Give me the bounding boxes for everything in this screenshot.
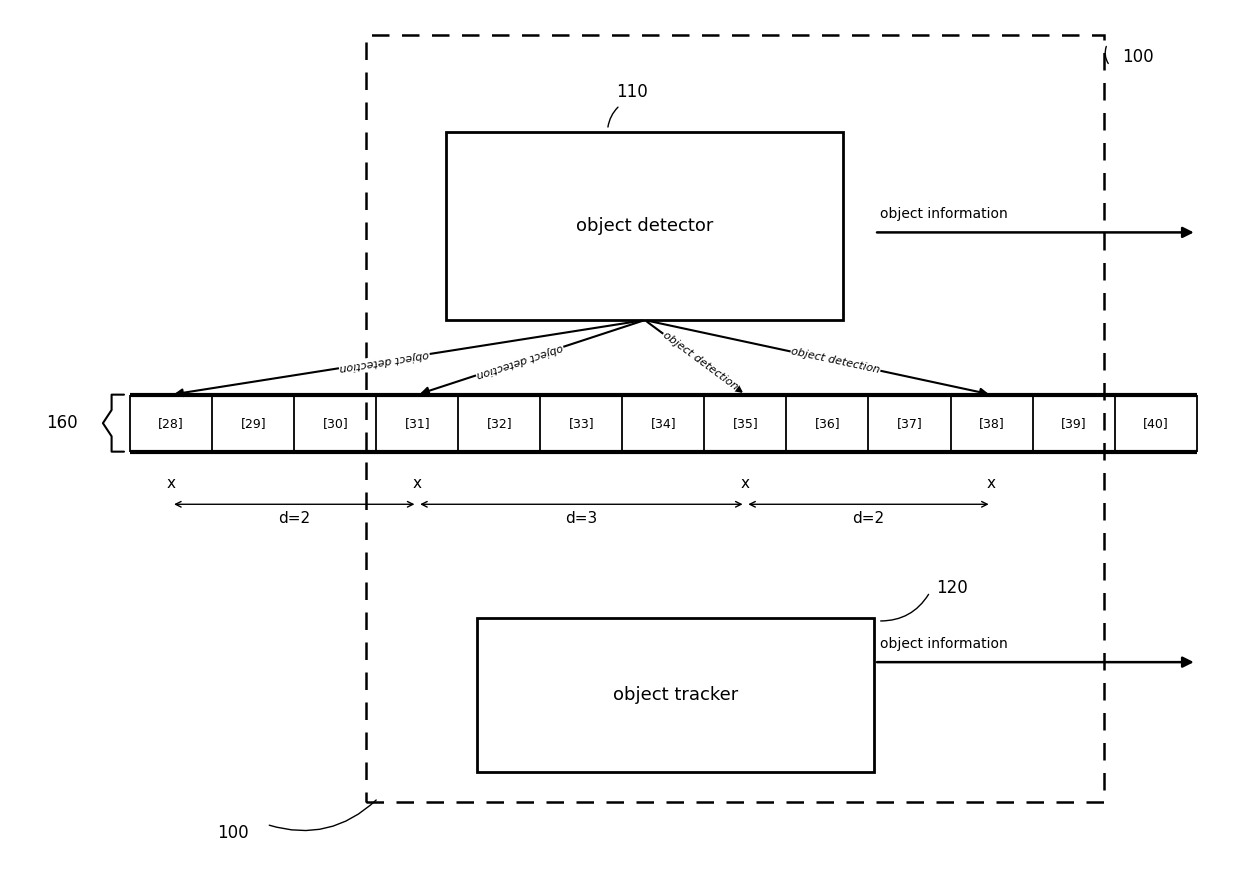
Text: object detection: object detection [475, 342, 564, 380]
Text: [40]: [40] [1143, 417, 1168, 430]
Text: [36]: [36] [815, 417, 841, 430]
Text: [34]: [34] [651, 417, 676, 430]
Text: object detection: object detection [339, 349, 430, 373]
Text: [38]: [38] [978, 417, 1004, 430]
Text: object detection: object detection [790, 346, 880, 375]
Bar [446, 132, 843, 320]
Text: d=2: d=2 [278, 511, 310, 526]
Text: [39]: [39] [1060, 417, 1086, 430]
Text: 100: 100 [217, 824, 249, 842]
Text: object information: object information [880, 207, 1008, 221]
Bar [366, 35, 1104, 802]
Text: [33]: [33] [569, 417, 594, 430]
Text: object tracker: object tracker [613, 686, 739, 704]
Text: 120: 120 [936, 579, 968, 596]
Text: object detector: object detector [577, 217, 713, 235]
Text: [30]: [30] [322, 417, 348, 430]
Text: [31]: [31] [404, 417, 430, 430]
Text: x: x [166, 476, 176, 491]
Text: object information: object information [880, 637, 1008, 651]
Text: [37]: [37] [897, 417, 923, 430]
Text: x: x [413, 476, 422, 491]
Text: x: x [987, 476, 996, 491]
Text: 160: 160 [46, 414, 78, 432]
Text: 110: 110 [616, 82, 649, 101]
Text: [28]: [28] [159, 417, 184, 430]
Text: d=2: d=2 [852, 511, 884, 526]
Text: 100: 100 [1122, 48, 1154, 66]
Text: object detection: object detection [661, 330, 739, 392]
Text: [29]: [29] [241, 417, 267, 430]
Text: [32]: [32] [486, 417, 512, 430]
Bar [477, 618, 874, 772]
Text: d=3: d=3 [565, 511, 598, 526]
Text: [35]: [35] [733, 417, 759, 430]
Text: x: x [742, 476, 750, 491]
